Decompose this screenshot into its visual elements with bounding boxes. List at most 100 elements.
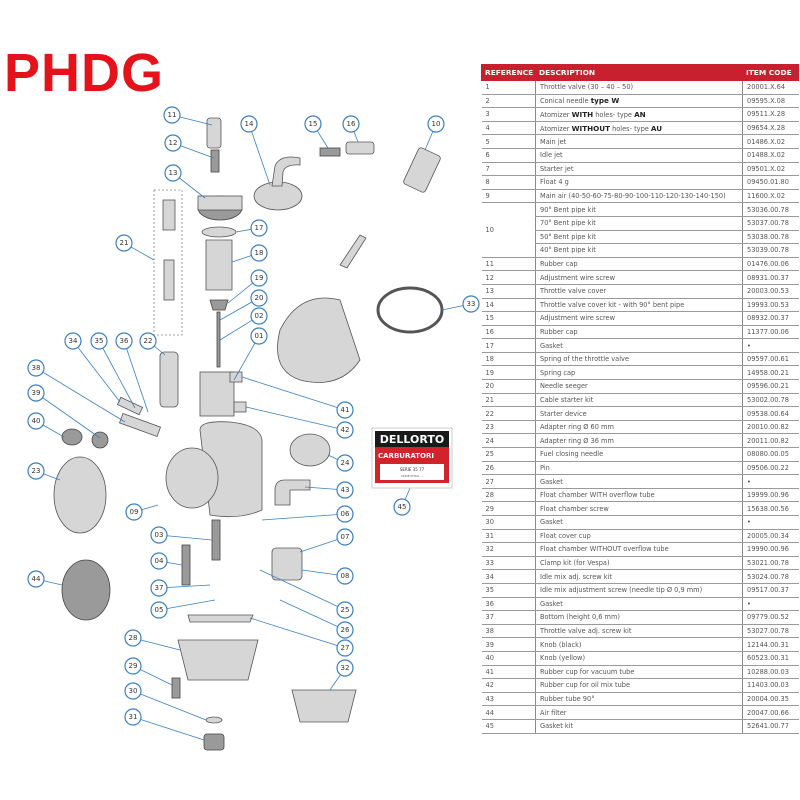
table-row: 50° Bent pipe kit 53038.00.78 <box>482 230 799 245</box>
cell-item-code: 53036.00.78 <box>742 202 799 217</box>
parts-table: REFERENCE DESCRIPTION ITEM CODE 1 Throttl… <box>481 64 799 734</box>
callout-14: 14 <box>240 115 258 133</box>
callout-37: 37 <box>150 579 168 597</box>
description-text: Atomizer <box>540 124 572 133</box>
description-text: Spring cap <box>540 368 576 377</box>
cell-description: Cable starter kit <box>535 393 743 408</box>
callout-number: 44 <box>32 575 41 583</box>
gasket-30-part <box>205 716 223 724</box>
table-row: 13 Throttle valve cover 20003.00.53 <box>481 284 799 299</box>
callout-number: 22 <box>144 337 153 345</box>
callout-circle <box>336 505 354 523</box>
callout-number: 43 <box>341 486 350 494</box>
cell-item-code: 53037.00.78 <box>742 216 799 231</box>
float-part <box>271 547 303 581</box>
cell-item-code: 09654.X.28 <box>742 121 799 136</box>
description-text: Throttle valve adj. screw kit <box>540 627 632 636</box>
callout-circle <box>27 359 45 377</box>
callout-36: 36 <box>115 332 133 350</box>
cell-reference: 41 <box>481 665 536 680</box>
gasket-17-part <box>201 226 237 238</box>
leader-line <box>35 367 126 423</box>
cell-reference: 40 <box>481 651 536 666</box>
description-text: Cable starter kit <box>540 395 594 404</box>
cell-description: Fuel closing needle <box>535 447 743 462</box>
callout-circle <box>336 528 354 546</box>
cell-item-code: 20004.00.35 <box>742 692 799 707</box>
callout-circle <box>27 384 45 402</box>
table-row: 27 Gasket • <box>481 474 799 489</box>
description-text: Float chamber WITHOUT overflow tube <box>540 545 669 554</box>
knob-black-part <box>91 431 109 449</box>
table-row: 12 Adjustment wire screw 08931.00.37 <box>481 270 799 285</box>
cell-reference: 20 <box>481 379 536 394</box>
callout-15: 15 <box>304 115 322 133</box>
callout-21: 21 <box>115 234 133 252</box>
cell-item-code: 19999.00.96 <box>742 488 799 503</box>
callout-number: 07 <box>341 533 350 541</box>
starter-device-part <box>159 351 179 408</box>
cell-item-code: 01486.X.02 <box>742 134 799 149</box>
cell-reference: 36 <box>481 597 536 612</box>
table-row: 36 Gasket • <box>481 597 799 612</box>
cell-reference: 19 <box>481 365 536 381</box>
table-row: 39 Knob (black) 12144.00.31 <box>481 637 799 652</box>
callout-number: 24 <box>341 459 350 467</box>
cell-item-code: 09597.00.61 <box>742 352 799 367</box>
cell-reference: 7 <box>481 162 536 177</box>
cell-item-code: 20001.X.64 <box>742 80 799 95</box>
page-title: PHDG <box>4 43 165 103</box>
callout-number: 42 <box>341 426 350 434</box>
callout-number: 28 <box>129 634 138 642</box>
callout-10: 10 <box>427 115 445 133</box>
cell-description: Throttle valve cover kit - with 90° bent… <box>535 298 743 313</box>
part-shapes <box>53 117 444 751</box>
table-row: 10 90° Bent pipe kit 53036.00.78 <box>481 202 799 258</box>
callout-25: 25 <box>336 601 354 619</box>
table-row: 4 Atomizer WITHOUT holes- type AU 09654.X.… <box>481 121 799 136</box>
callout-circle <box>90 332 108 350</box>
table-row: 7 Starter jet 09501.X.02 <box>481 162 799 177</box>
cell-item-code: 20005.00.34 <box>742 529 799 544</box>
leader-line <box>158 599 216 611</box>
callout-number: 14 <box>245 120 254 128</box>
cell-description: Throttle valve adj. screw kit <box>535 624 743 639</box>
cell-description: Knob (black) <box>535 637 743 652</box>
cell-item-code: 53027.00.78 <box>742 624 799 639</box>
callout-30: 30 <box>124 682 142 700</box>
cell-item-code: 01476.00.06 <box>742 257 799 272</box>
clamp-kit-part <box>376 286 444 334</box>
air-filter-part <box>61 559 111 621</box>
callout-43: 43 <box>336 481 354 499</box>
leader-line <box>248 123 271 186</box>
cell-description: Spring cap <box>535 365 743 381</box>
main-jet-part <box>181 544 191 586</box>
callout-number: 35 <box>95 337 104 345</box>
leader-line <box>132 690 207 721</box>
cell-item-code: 11403.00.03 <box>742 678 799 693</box>
callout-number: 32 <box>341 664 350 672</box>
callout-circle <box>64 332 82 350</box>
callout-19: 19 <box>250 269 268 287</box>
leader-line <box>158 534 213 541</box>
cell-reference: 17 <box>481 338 536 353</box>
table-row: 70° Bent pipe kit 53037.00.78 <box>482 216 799 231</box>
callout-number: 03 <box>155 531 164 539</box>
cell-reference: 27 <box>481 474 536 489</box>
callout-16: 16 <box>342 115 360 133</box>
cell-item-code: 09517.00.37 <box>742 583 799 598</box>
cell-description: Air filter <box>535 705 743 720</box>
table-row: 35 Idle mix adjustment screw (needle tip … <box>481 583 799 598</box>
callout-32: 32 <box>336 659 354 677</box>
cell-description: Spring of the throttle valve <box>535 352 743 367</box>
cell-description: Idle mix adjustment screw (needle tip Ø … <box>535 583 743 598</box>
adjust-screw-part <box>210 149 220 173</box>
leader-line <box>241 376 346 411</box>
cell-reference: 18 <box>481 352 536 367</box>
table-row: 19 Spring cap 14958.00.21 <box>481 365 799 381</box>
callout-circle <box>150 601 168 619</box>
callout-circle <box>393 498 411 516</box>
cell-item-code: • <box>742 338 799 353</box>
table-row: 42 Rubber cup for oil mix tube 11403.00.03 <box>481 678 799 693</box>
callout-12: 12 <box>164 134 182 152</box>
